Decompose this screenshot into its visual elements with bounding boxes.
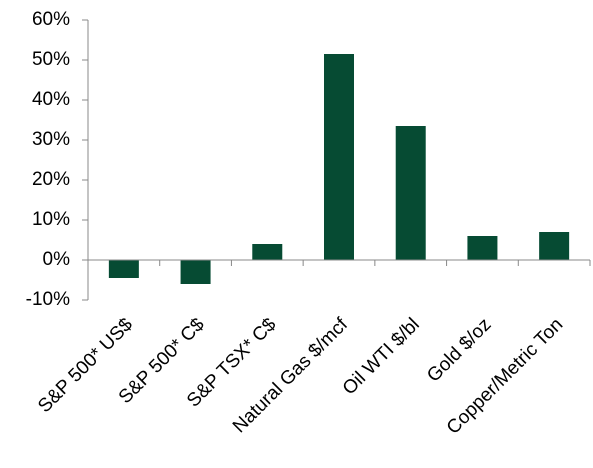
- y-tick-label: 50%: [32, 49, 70, 70]
- bar: [467, 236, 498, 260]
- y-tick-label: -10%: [26, 289, 70, 310]
- bar: [395, 126, 426, 260]
- bar: [539, 232, 570, 260]
- y-tick-label: 0%: [43, 249, 71, 270]
- bar: [324, 54, 354, 260]
- y-tick-label: 20%: [32, 169, 70, 190]
- y-tick-label: 60%: [32, 9, 70, 30]
- bar: [108, 260, 139, 278]
- y-tick-label: 30%: [32, 129, 70, 150]
- y-tick-label: 40%: [32, 89, 70, 110]
- bar: [252, 244, 283, 260]
- x-tick-label: S&P 500* US$: [34, 314, 137, 417]
- x-tick-label: Gold $/oz: [423, 314, 495, 386]
- y-tick-label: 10%: [32, 209, 70, 230]
- x-tick-label: Oil WTI $/bl: [339, 314, 424, 399]
- bar: [180, 260, 211, 284]
